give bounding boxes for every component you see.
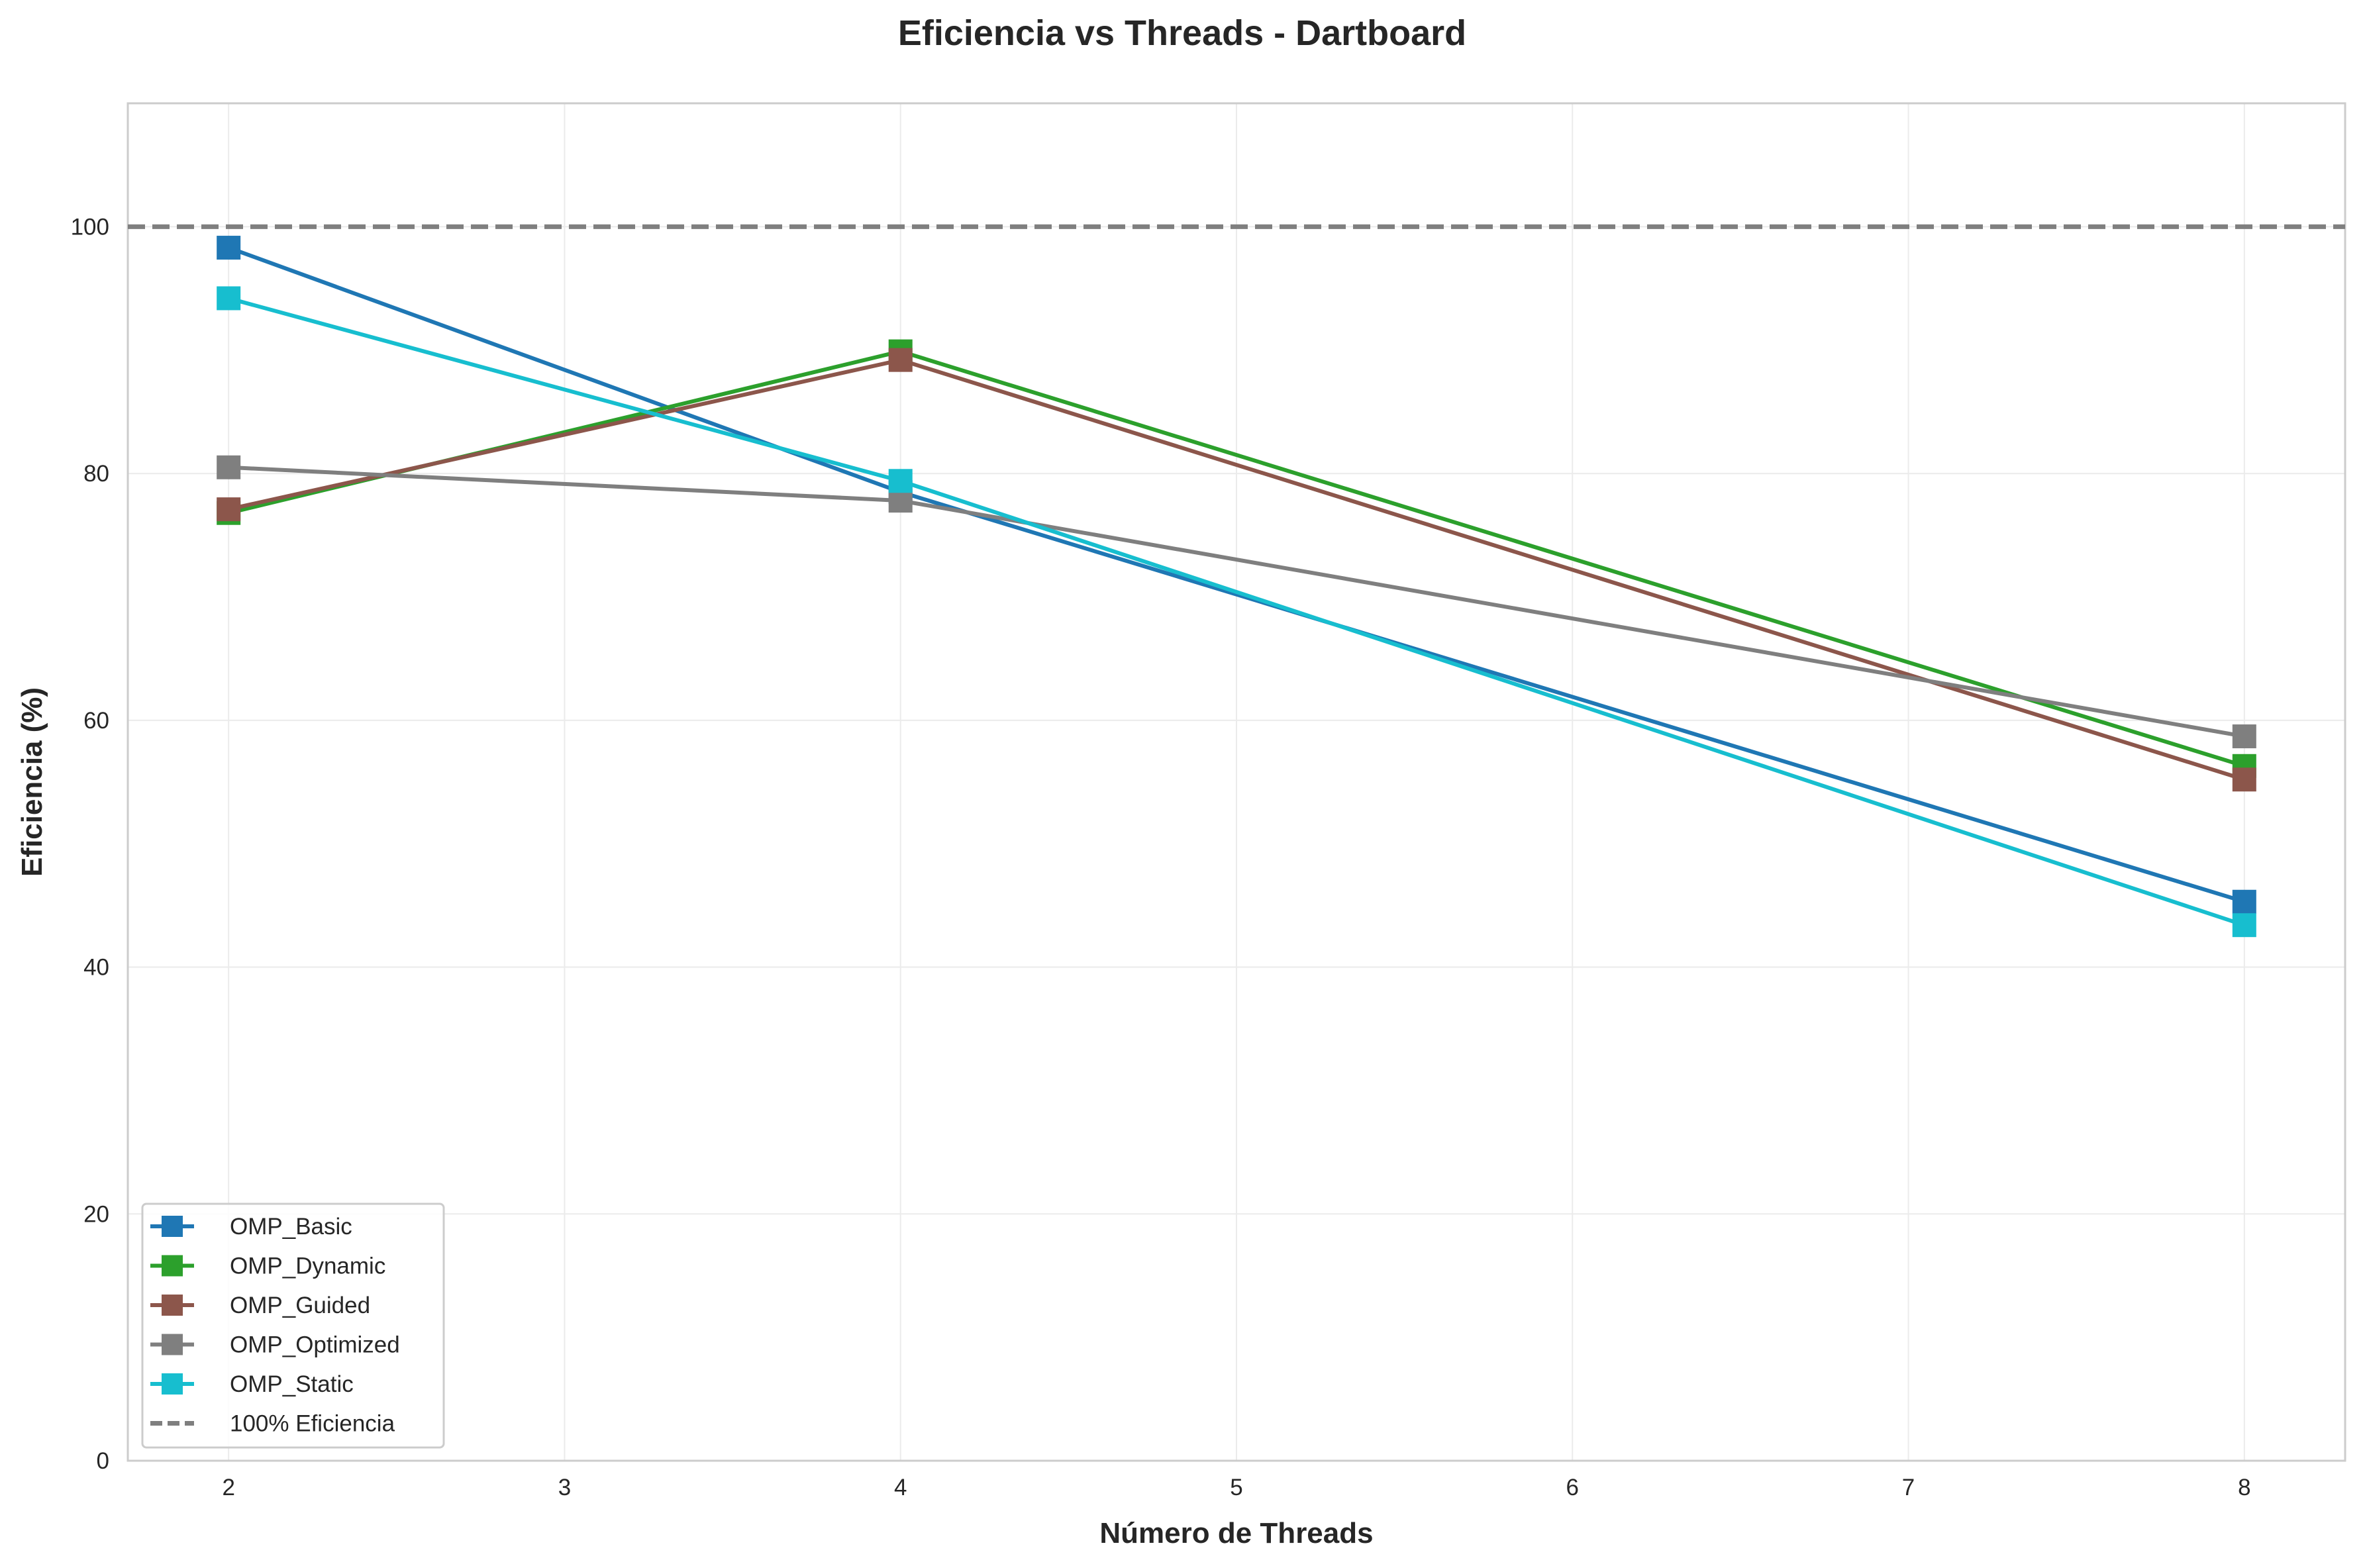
- plot-area-border: [126, 102, 2346, 1462]
- legend-marker-swatch: [162, 1255, 183, 1277]
- x-tick-label: 8: [2238, 1475, 2250, 1500]
- data-point-omp-guided: [217, 497, 241, 522]
- data-point-omp-static: [217, 286, 241, 311]
- x-tick-label: 4: [894, 1475, 907, 1500]
- series-omp-static: [217, 286, 2256, 938]
- y-axis-label: Eficiencia (%): [16, 687, 48, 877]
- legend-marker-swatch: [162, 1373, 183, 1395]
- data-point-omp-guided: [2232, 767, 2256, 792]
- legend-item: OMP_Optimized: [150, 1332, 400, 1358]
- y-tick-label: 20: [83, 1201, 109, 1227]
- legend-marker-swatch: [162, 1216, 183, 1237]
- series-layer: [217, 236, 2256, 938]
- x-tick-label: 6: [1566, 1475, 1579, 1500]
- legend-marker-swatch: [162, 1295, 183, 1316]
- series-omp-guided: [217, 348, 2256, 792]
- data-point-omp-optimized: [2232, 724, 2256, 749]
- legend-item: OMP_Basic: [150, 1214, 352, 1240]
- x-tick-label: 3: [558, 1475, 571, 1500]
- y-tick-label: 80: [83, 461, 109, 487]
- x-tick-label: 5: [1230, 1475, 1242, 1500]
- data-point-omp-basic: [2232, 889, 2256, 914]
- x-tick-label: 7: [1902, 1475, 1915, 1500]
- legend-item: OMP_Dynamic: [150, 1253, 385, 1279]
- data-point-omp-guided: [888, 348, 913, 372]
- legend-box: [141, 1202, 445, 1449]
- legend-label: OMP_Dynamic: [230, 1253, 385, 1279]
- y-tick-label: 60: [83, 708, 109, 734]
- y-tick-label: 0: [97, 1448, 109, 1474]
- legend-label: OMP_Static: [230, 1371, 354, 1397]
- grid-layer: [128, 103, 2345, 1461]
- legend-label: OMP_Optimized: [230, 1332, 400, 1358]
- legend-item: OMP_Guided: [150, 1293, 370, 1318]
- legend-item: 100% Eficiencia: [150, 1411, 395, 1437]
- x-tick-label: 2: [222, 1475, 234, 1500]
- legend-label: 100% Eficiencia: [230, 1411, 395, 1437]
- legend-marker-swatch: [162, 1334, 183, 1355]
- data-point-omp-static: [2232, 913, 2256, 938]
- x-axis-label: Número de Threads: [1099, 1517, 1373, 1549]
- data-point-omp-optimized: [217, 455, 241, 479]
- y-tick-label: 40: [83, 955, 109, 981]
- y-tick-label: 100: [71, 214, 109, 240]
- legend-label: OMP_Guided: [230, 1293, 370, 1318]
- data-point-omp-static: [888, 469, 913, 493]
- chart-legend: OMP_Basic OMP_Dynamic OMP_Guided OMP_Optimi…: [141, 1202, 445, 1449]
- legend-label: OMP_Basic: [230, 1214, 352, 1240]
- chart-title: Eficiencia vs Threads - Dartboard: [898, 13, 1466, 53]
- data-point-omp-basic: [217, 236, 241, 260]
- legend-item: OMP_Static: [150, 1371, 354, 1397]
